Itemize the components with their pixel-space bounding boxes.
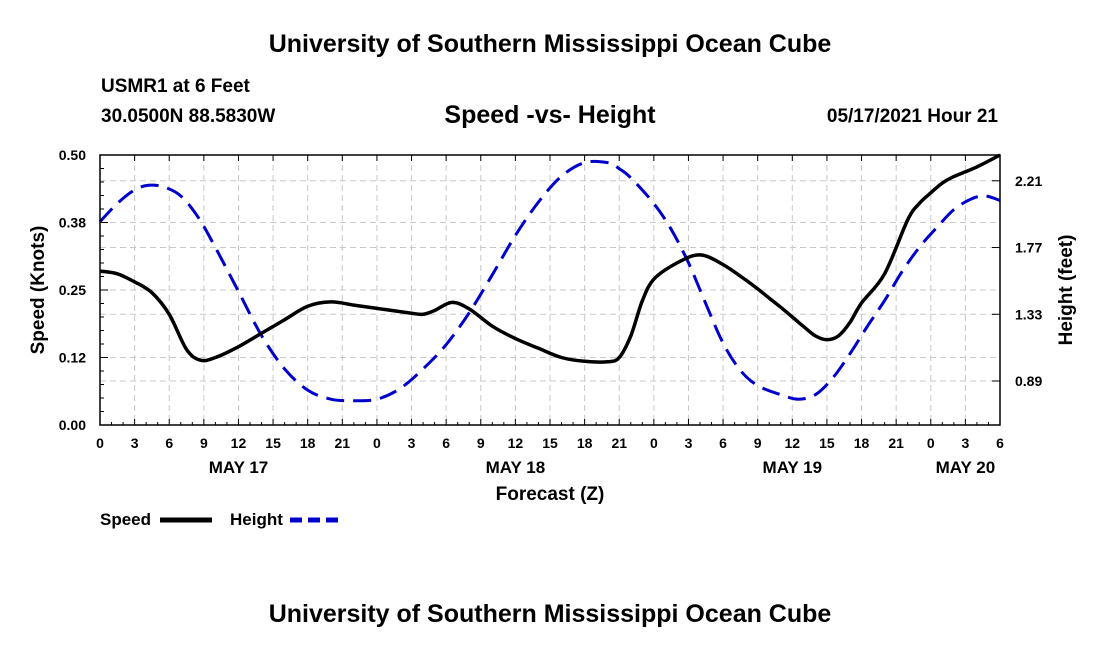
x-tick-label: 6 (165, 435, 173, 451)
height-series-line (98, 159, 1001, 403)
x-tick-label: 12 (231, 435, 247, 451)
axes: 0 3 6 9 12 15 18 21 0 3 6 9 12 15 18 21 0 3 6 9 12 15 18 21 0 3 6M… (59, 147, 1043, 477)
legend: Speed Height (100, 510, 342, 529)
speed-series-line (99, 153, 1001, 364)
x-tick-label: 18 (300, 435, 316, 451)
date-label: MAY 20 (936, 458, 996, 477)
forecast-datetime: 05/17/2021 Hour 21 (826, 106, 998, 127)
x-tick-label: 3 (685, 435, 693, 451)
date-label: MAY 19 (763, 458, 823, 477)
y-axis-right-label: Height (feet) (1056, 235, 1077, 346)
y-right-tick-label: 1.33 (1015, 306, 1042, 322)
x-tick-label: 18 (854, 435, 870, 451)
x-tick-label: 3 (131, 435, 139, 451)
x-tick-label: 21 (335, 435, 351, 451)
x-tick-label: 6 (996, 435, 1004, 451)
y-left-tick-label: 0.12 (59, 350, 86, 366)
y-left-tick-label: 0.50 (59, 147, 86, 163)
y-left-tick-label: 0.38 (59, 215, 86, 231)
y-right-tick-label: 0.89 (1015, 373, 1042, 389)
x-tick-label: 21 (611, 435, 627, 451)
x-tick-label: 0 (650, 435, 658, 451)
x-tick-label: 0 (96, 435, 104, 451)
station-label: USMR1 at 6 Feet (101, 76, 250, 97)
x-tick-label: 15 (265, 435, 281, 451)
x-tick-label: 15 (542, 435, 558, 451)
legend-speed-label: Speed (100, 510, 151, 529)
x-tick-label: 9 (754, 435, 762, 451)
date-label: MAY 18 (486, 458, 546, 477)
x-tick-label: 15 (819, 435, 835, 451)
y-left-tick-label: 0.00 (59, 417, 86, 433)
series-lines (98, 153, 1001, 403)
x-tick-label: 12 (785, 435, 801, 451)
x-tick-label: 9 (200, 435, 208, 451)
x-tick-label: 6 (442, 435, 450, 451)
x-tick-label: 0 (373, 435, 381, 451)
legend-height-label: Height (230, 510, 283, 529)
x-axis-label: Forecast (Z) (496, 484, 605, 505)
chart-title: Speed -vs- Height (444, 101, 656, 129)
grid (100, 155, 1000, 425)
x-tick-label: 0 (927, 435, 935, 451)
x-tick-label: 9 (477, 435, 485, 451)
y-right-tick-label: 2.21 (1015, 173, 1042, 189)
page-title: University of Southern Mississippi Ocean… (268, 30, 832, 58)
x-tick-label: 18 (577, 435, 593, 451)
x-tick-label: 6 (719, 435, 727, 451)
y-right-tick-label: 1.77 (1015, 240, 1042, 256)
x-tick-label: 3 (408, 435, 416, 451)
y-left-tick-label: 0.25 (59, 282, 86, 298)
date-label: MAY 17 (209, 458, 269, 477)
coordinates-label: 30.0500N 88.5830W (101, 106, 276, 127)
x-tick-label: 3 (961, 435, 969, 451)
footer-title: University of Southern Mississippi Ocean… (268, 600, 832, 628)
y-axis-left-label: Speed (Knots) (28, 226, 49, 355)
x-tick-label: 12 (508, 435, 524, 451)
x-tick-label: 21 (888, 435, 904, 451)
